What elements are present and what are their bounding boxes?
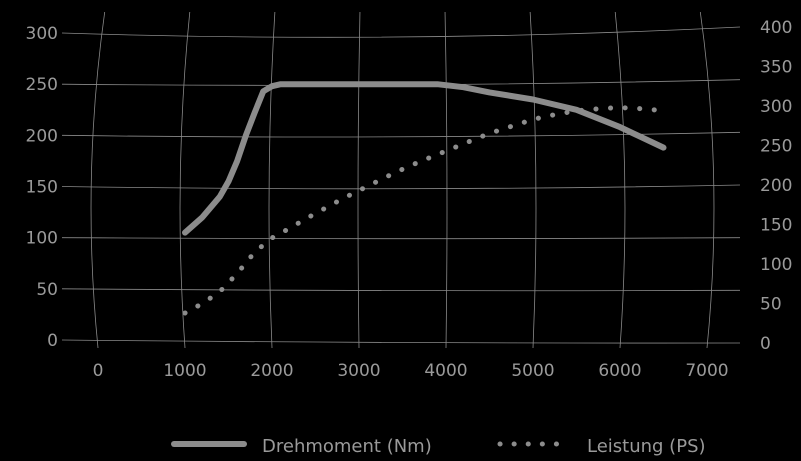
x-tick-label: 2000 <box>250 361 293 381</box>
series-line-drehmoment <box>182 81 667 236</box>
y-right-tick-label: 300 <box>760 97 792 117</box>
h-gridline <box>61 184 741 190</box>
legend: Drehmoment (Nm) Leistung (PS) <box>171 436 706 457</box>
right-y-axis: 0 50 100 150 200 250 300 350 400 <box>760 18 792 354</box>
series <box>182 81 671 316</box>
v-gridline <box>268 11 276 349</box>
x-tick-label: 3000 <box>337 361 380 381</box>
x-tick-label: 7000 <box>685 361 728 381</box>
h-gridline <box>61 288 741 292</box>
x-tick-label: 4000 <box>424 361 467 381</box>
x-tick-label: 0 <box>93 361 104 381</box>
h-gridline <box>61 237 741 240</box>
y-left-tick-label: 250 <box>26 75 58 95</box>
x-tick-label: 5000 <box>511 361 554 381</box>
grid <box>61 11 741 349</box>
series-line-leistung <box>182 105 671 316</box>
v-gridline <box>444 11 448 349</box>
y-right-tick-label: 250 <box>760 137 792 157</box>
y-right-tick-label: 0 <box>760 334 771 354</box>
y-right-tick-label: 150 <box>760 216 792 236</box>
h-gridline <box>61 131 741 138</box>
legend-item-drehmoment: Drehmoment (Nm) <box>171 436 432 457</box>
left-y-axis: 0 50 100 150 200 250 300 <box>26 24 58 351</box>
y-left-tick-label: 50 <box>36 280 58 300</box>
y-right-tick-label: 400 <box>760 18 792 38</box>
v-gridline <box>614 11 626 349</box>
y-left-tick-label: 300 <box>26 24 58 44</box>
y-left-tick-label: 0 <box>47 331 58 351</box>
y-left-tick-label: 100 <box>26 229 58 249</box>
x-tick-label: 6000 <box>598 361 641 381</box>
y-right-tick-label: 350 <box>760 58 792 78</box>
x-tick-label: 1000 <box>163 361 206 381</box>
v-gridline <box>357 11 361 349</box>
y-left-tick-label: 150 <box>26 178 58 198</box>
h-gridline <box>61 26 741 38</box>
v-gridline <box>90 11 106 349</box>
y-left-tick-label: 200 <box>26 126 58 146</box>
v-gridline <box>529 11 537 349</box>
v-gridline <box>179 11 191 349</box>
y-right-tick-label: 50 <box>760 295 782 315</box>
y-right-tick-label: 200 <box>760 176 792 196</box>
legend-label-leistung: Leistung (PS) <box>587 436 706 457</box>
legend-item-leistung: Leistung (PS) <box>497 436 706 457</box>
h-gridline <box>61 339 741 344</box>
y-right-tick-label: 100 <box>760 255 792 275</box>
x-axis: 0 1000 2000 3000 4000 5000 6000 7000 <box>93 361 729 381</box>
v-gridline <box>699 11 715 349</box>
legend-label-drehmoment: Drehmoment (Nm) <box>262 436 432 457</box>
